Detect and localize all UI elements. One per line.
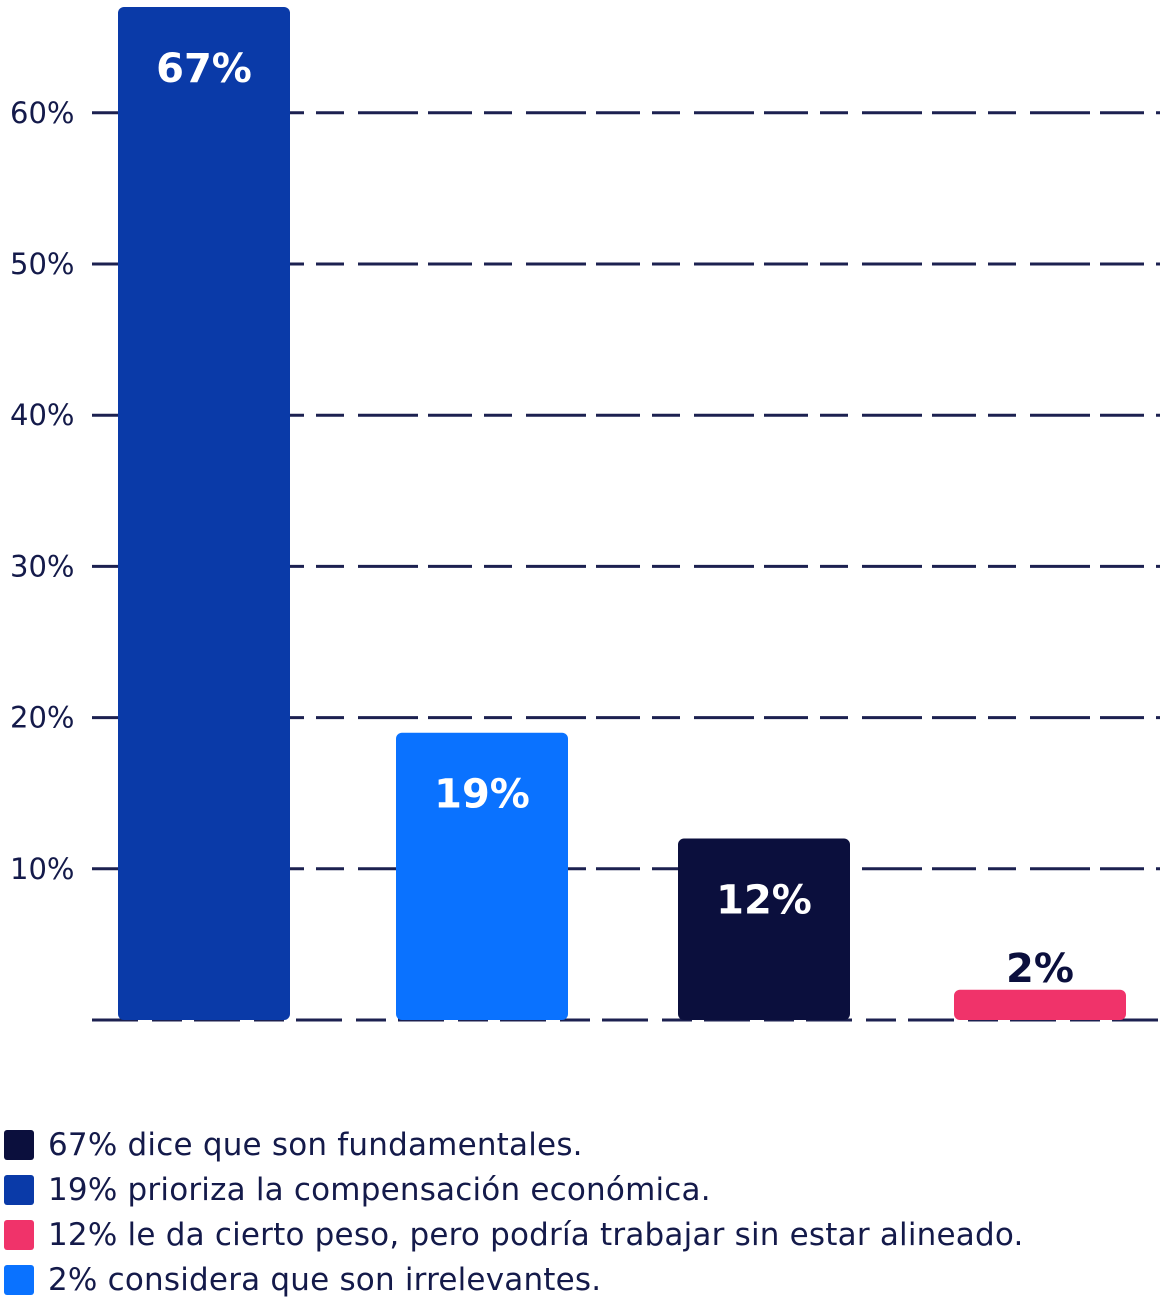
legend: 67% dice que son fundamentales. 19% prio… [4,1122,1169,1302]
y-tick-label: 60% [10,96,74,130]
data-label: 19% [434,772,530,818]
data-label: 67% [156,46,252,92]
y-tick-label: 40% [10,398,74,432]
y-axis-ticks: 10% 20% 30% 40% 50% 60% [10,96,74,886]
legend-item-fundamentales: 67% dice que son fundamentales. [4,1122,1169,1167]
legend-text: 12% le da cierto peso, pero podría traba… [48,1216,1024,1253]
data-labels: 67% 19% 12% 2% [156,46,1074,992]
y-tick-label: 30% [10,549,74,583]
y-tick-label: 20% [10,701,74,735]
bars [118,6,1126,1020]
legend-swatch [4,1264,34,1295]
legend-swatch [4,1129,34,1160]
legend-text: 2% considera que son irrelevantes. [48,1261,602,1298]
bar-chart: 10% 20% 30% 40% 50% 60% 67% 19% 12% 2% [10,6,1160,1022]
legend-swatch [4,1219,34,1250]
bar [396,732,568,1020]
data-label: 12% [716,878,812,924]
legend-item-cierto-peso: 12% le da cierto peso, pero podría traba… [4,1212,1169,1257]
legend-text: 19% prioriza la compensación económica. [48,1171,711,1208]
data-label: 2% [1006,946,1074,992]
chart-canvas: 10% 20% 30% 40% 50% 60% 67% 19% 12% 2% [10,6,1160,1022]
legend-text: 67% dice que son fundamentales. [48,1126,583,1163]
bar [954,989,1126,1020]
legend-item-irrelevantes: 2% considera que son irrelevantes. [4,1257,1169,1302]
bar [118,6,290,1020]
legend-item-compensacion: 19% prioriza la compensación económica. [4,1167,1169,1212]
legend-swatch [4,1174,34,1205]
bar [678,838,850,1020]
y-tick-label: 10% [10,852,74,886]
y-tick-label: 50% [10,247,74,281]
